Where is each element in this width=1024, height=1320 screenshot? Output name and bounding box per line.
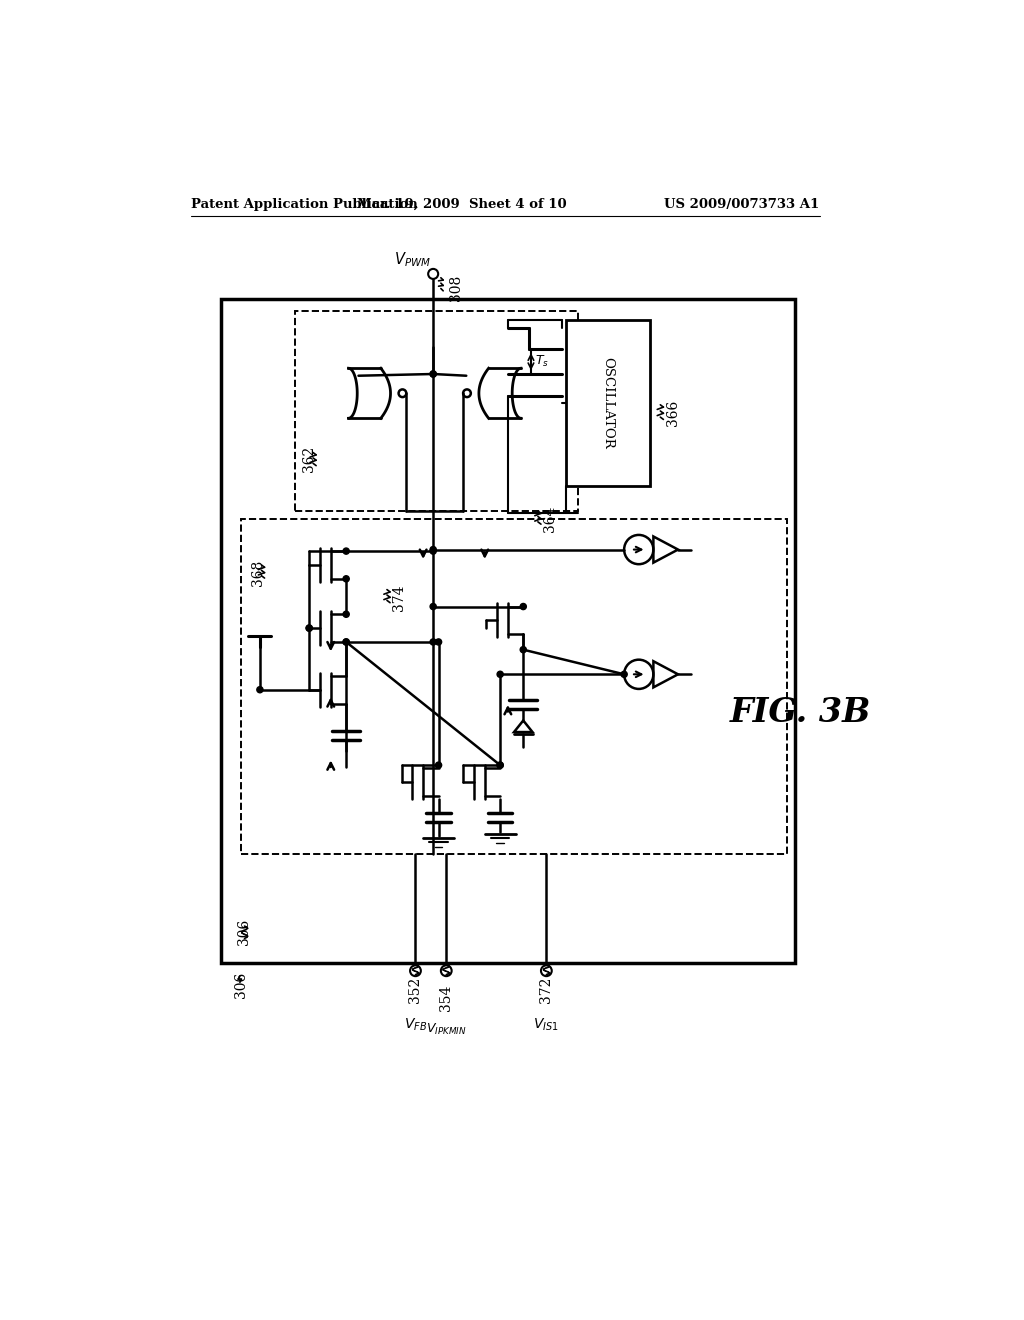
- Text: 364: 364: [544, 506, 557, 532]
- Text: 374: 374: [392, 583, 407, 611]
- Text: 306: 306: [233, 972, 248, 998]
- Circle shape: [306, 626, 312, 631]
- Text: 366: 366: [666, 400, 680, 425]
- Circle shape: [343, 639, 349, 645]
- Text: OSCILLATOR: OSCILLATOR: [601, 356, 614, 449]
- Circle shape: [497, 671, 503, 677]
- Circle shape: [520, 647, 526, 653]
- Bar: [295, 312, 578, 511]
- Circle shape: [435, 762, 441, 768]
- Text: 368: 368: [252, 560, 265, 586]
- Text: $T_s$: $T_s$: [535, 354, 549, 370]
- Circle shape: [430, 546, 436, 553]
- Circle shape: [343, 639, 349, 645]
- Circle shape: [343, 548, 349, 554]
- Circle shape: [430, 548, 436, 554]
- Text: 362: 362: [301, 446, 315, 471]
- Text: 352: 352: [409, 977, 423, 1003]
- Text: 354: 354: [439, 985, 454, 1011]
- Text: $V_{IPKMIN}$: $V_{IPKMIN}$: [426, 1022, 467, 1038]
- Circle shape: [497, 762, 503, 768]
- Circle shape: [343, 611, 349, 618]
- Circle shape: [621, 671, 628, 677]
- Circle shape: [435, 639, 441, 645]
- Bar: [565, 321, 650, 486]
- Text: $V_{PWM}$: $V_{PWM}$: [394, 249, 431, 269]
- Text: US 2009/0073733 A1: US 2009/0073733 A1: [665, 198, 819, 211]
- Bar: [241, 519, 787, 854]
- Text: $V_{IS1}$: $V_{IS1}$: [534, 1016, 559, 1034]
- Circle shape: [430, 639, 436, 645]
- Text: $V_{FB}$: $V_{FB}$: [403, 1016, 427, 1034]
- Circle shape: [430, 603, 436, 610]
- Text: 372: 372: [540, 977, 553, 1003]
- Circle shape: [497, 762, 503, 768]
- Text: FIG. 3B: FIG. 3B: [730, 697, 871, 729]
- Bar: [221, 300, 795, 964]
- Circle shape: [430, 371, 436, 378]
- Text: Patent Application Publication: Patent Application Publication: [190, 198, 418, 211]
- Circle shape: [343, 576, 349, 582]
- Circle shape: [520, 603, 526, 610]
- Circle shape: [257, 686, 263, 693]
- Circle shape: [306, 626, 312, 631]
- Text: 308: 308: [449, 275, 463, 301]
- Text: 306: 306: [237, 919, 251, 945]
- Text: Mar. 19, 2009  Sheet 4 of 10: Mar. 19, 2009 Sheet 4 of 10: [356, 198, 566, 211]
- Circle shape: [430, 371, 436, 378]
